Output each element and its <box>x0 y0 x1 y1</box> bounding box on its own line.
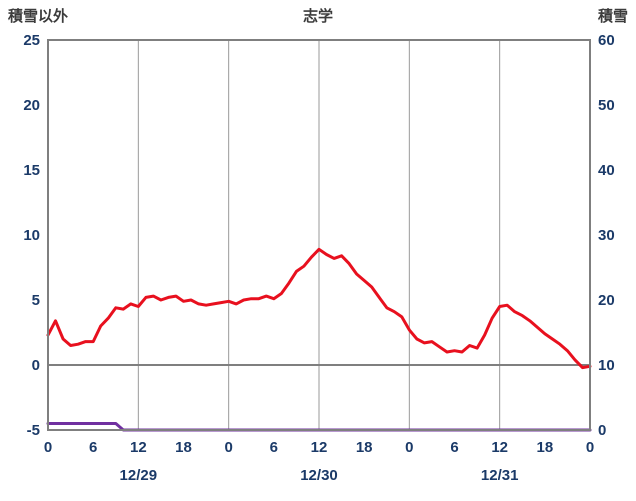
chart-title: 志学 <box>302 8 333 25</box>
x-hour-tick-label: 6 <box>270 439 278 456</box>
left-axis-title: 積雪以外 <box>8 8 69 25</box>
y-right-tick-label: 50 <box>598 97 615 114</box>
x-hour-tick-label: 6 <box>450 439 458 456</box>
x-hour-tick-label: 18 <box>536 439 553 456</box>
series-line-0 <box>46 247 592 370</box>
y-right-tick-label: 10 <box>598 357 615 374</box>
y-right-tick-label: 20 <box>598 292 615 309</box>
y-left-tick-label: 20 <box>23 97 40 114</box>
gridlines <box>137 40 501 430</box>
x-hour-tick-label: 12 <box>311 439 328 456</box>
y-left-tick-label: 5 <box>32 292 40 309</box>
y-left-tick-label: 25 <box>23 32 40 49</box>
x-date-label: 12/31 <box>481 467 519 484</box>
x-date-label: 12/30 <box>300 467 338 484</box>
x-hour-tick-label: 6 <box>89 439 97 456</box>
x-hour-tick-label: 12 <box>130 439 147 456</box>
y-left-tick-labels: -5 0 5 10 15 20 25 <box>23 32 40 439</box>
y-right-tick-label: 60 <box>598 32 615 49</box>
y-left-tick-label: 15 <box>23 162 40 179</box>
y-left-tick-label: 10 <box>23 227 40 244</box>
y-right-tick-labels: 0 10 20 30 40 50 60 <box>598 32 615 439</box>
x-date-labels: 12/29 12/30 12/31 <box>120 467 519 484</box>
y-right-tick-label: 40 <box>598 162 615 179</box>
x-hour-tick-label: 0 <box>224 439 232 456</box>
x-hour-tick-label: 0 <box>405 439 413 456</box>
x-tick-labels: 0 6 12 18 0 6 12 18 0 6 12 18 0 <box>44 439 594 456</box>
x-hour-tick-label: 18 <box>356 439 373 456</box>
plot-border <box>47 39 591 431</box>
y-right-tick-label: 30 <box>598 227 615 244</box>
x-hour-tick-label: 12 <box>491 439 508 456</box>
x-date-label: 12/29 <box>120 467 158 484</box>
plot-border-rect <box>47 39 591 431</box>
y-right-tick-label: 0 <box>598 422 606 439</box>
right-axis-title: 積雪 <box>597 8 628 25</box>
x-hour-tick-label: 0 <box>44 439 52 456</box>
y-left-tick-label: 0 <box>32 357 40 374</box>
x-hour-tick-label: 0 <box>586 439 594 456</box>
x-hour-tick-label: 18 <box>175 439 192 456</box>
y-left-tick-label: -5 <box>27 422 40 439</box>
